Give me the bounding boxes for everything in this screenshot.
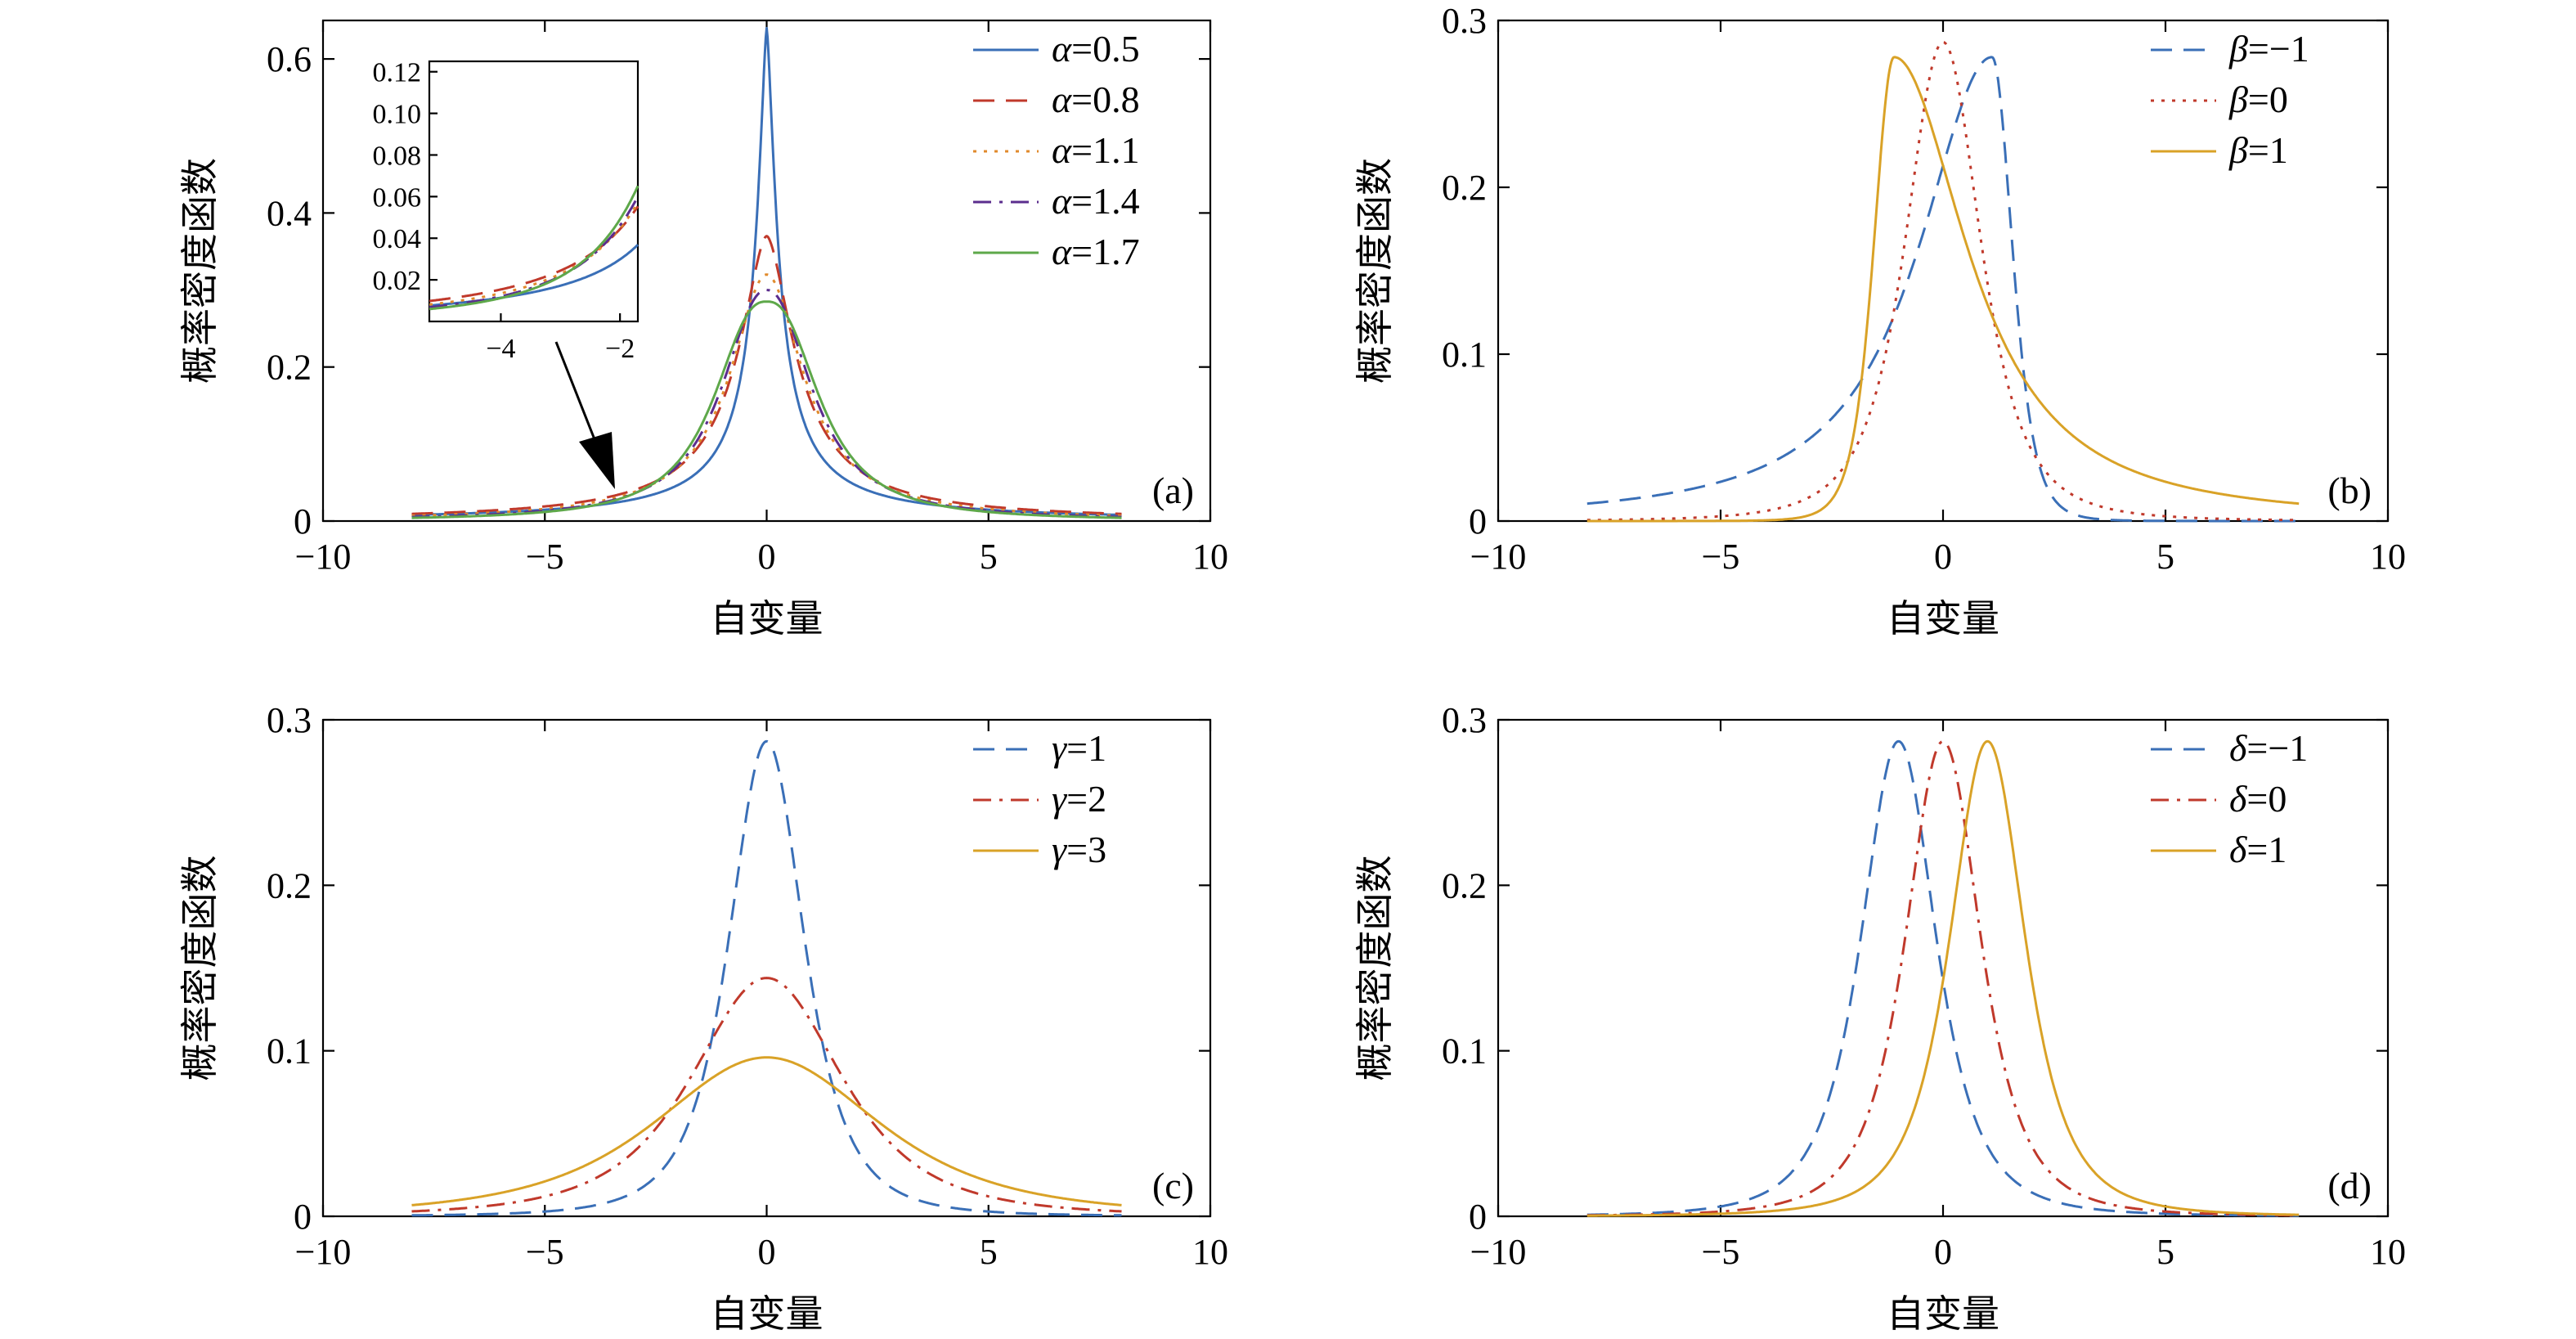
inset-y-tick-label: 0.08 [373, 141, 422, 171]
x-tick-label: −10 [1470, 537, 1527, 577]
y-tick-label: 0.3 [1442, 1, 1487, 41]
series-line-2 [411, 977, 1122, 1213]
series-line-4 [411, 289, 1122, 519]
legend-label: γ=3 [1052, 829, 1106, 870]
x-tick-label: 5 [980, 537, 998, 577]
series-line-2 [1586, 739, 2300, 1217]
inset-y-tick-label: 0.06 [373, 182, 422, 213]
y-tick-label: 0 [294, 1197, 312, 1237]
x-tick-label: 0 [758, 1232, 776, 1272]
inset-x-tick-label: −2 [605, 334, 635, 364]
y-tick-label: 0 [1469, 501, 1487, 541]
series-line-3 [1586, 739, 2300, 1217]
x-tick-label: −5 [526, 537, 564, 577]
y-tick-label: 0 [1469, 1197, 1487, 1237]
series-line-1 [411, 739, 1122, 1217]
x-tick-label: −10 [295, 1232, 352, 1272]
y-tick-label: 0 [294, 501, 312, 541]
inset-series-line-4 [429, 195, 640, 309]
x-tick-label: 10 [2370, 537, 2406, 577]
x-tick-label: 10 [1192, 1232, 1228, 1272]
y-tick-label: 0.2 [267, 348, 312, 388]
series-line-2 [411, 235, 1122, 515]
x-tick-label: 10 [1192, 537, 1228, 577]
y-tick-label: 0.2 [1442, 168, 1487, 208]
inset-series-line-3 [429, 202, 640, 306]
legend-label: α=1.7 [1052, 231, 1140, 272]
chart-panel-a: −10 −5 0 5 10 0 0.2 0.4 0.6 自变量 概率密度函数 α=0.5 α=0.8 α=… [177, 19, 1228, 640]
y-tick-label: 0.1 [1442, 335, 1487, 375]
y-tick-label: 0.6 [267, 39, 312, 79]
series-line-5 [411, 300, 1122, 519]
inset-series-line-2 [429, 205, 640, 303]
y-tick-label: 0.4 [267, 193, 312, 233]
legend-label: δ=0 [2229, 778, 2287, 820]
y-tick-label: 0.3 [1442, 700, 1487, 740]
series-line-3 [1586, 56, 2300, 523]
x-tick-label: −5 [1702, 1232, 1740, 1272]
series-line-1 [1586, 739, 2300, 1217]
y-tick-label: 0.1 [1442, 1031, 1487, 1072]
y-axis-label: 概率密度函数 [1353, 856, 1397, 1081]
x-tick-label: −10 [1470, 1232, 1527, 1272]
y-axis-label: 概率密度函数 [177, 158, 222, 384]
inset-x-tick-label: −4 [486, 334, 515, 364]
y-axis-label: 概率密度函数 [1353, 158, 1397, 384]
x-tick-label: −5 [1702, 537, 1740, 577]
inset-series-line-1 [429, 244, 640, 307]
x-axis-label: 自变量 [1887, 1292, 1999, 1336]
inset-y-tick-label: 0.10 [373, 100, 422, 130]
y-tick-label: 0.2 [267, 865, 312, 905]
chart-panel-b: −10 −5 0 5 10 0 0.1 0.2 0.3 自变量 概率密度函数 β=−1 β=0 β=1 (b… [1353, 1, 2406, 640]
inset-arrow-head [579, 432, 615, 489]
x-tick-label: 0 [1934, 1232, 1952, 1272]
inset-y-tick-label: 0.12 [373, 58, 422, 88]
series-line-3 [411, 1056, 1122, 1206]
x-tick-label: 5 [2156, 1232, 2174, 1272]
y-tick-label: 0.2 [1442, 865, 1487, 905]
legend-label: α=0.8 [1052, 79, 1140, 120]
x-axis-label: 自变量 [711, 1292, 824, 1336]
chart-panel-d: −10 −5 0 5 10 0 0.1 0.2 0.3 自变量 概率密度函数 δ=−1 δ=0 δ=1 (d… [1353, 700, 2406, 1336]
panel-tag: (d) [2327, 1165, 2372, 1206]
x-tick-label: −5 [526, 1232, 564, 1272]
legend-label: δ=−1 [2229, 727, 2308, 769]
legend-label: γ=2 [1052, 778, 1106, 820]
x-tick-label: 10 [2370, 1232, 2406, 1272]
panel-tag: (b) [2327, 470, 2372, 511]
series-line-3 [411, 273, 1122, 517]
x-axis-label: 自变量 [1887, 596, 1999, 640]
y-tick-label: 0.3 [267, 700, 312, 740]
legend-label: β=1 [2228, 129, 2288, 171]
x-tick-label: 5 [980, 1232, 998, 1272]
x-tick-label: 5 [2156, 537, 2174, 577]
series-line-2 [1586, 41, 2300, 522]
inset-y-tick-label: 0.02 [373, 266, 422, 296]
x-tick-label: 0 [1934, 537, 1952, 577]
panel-tag: (c) [1152, 1165, 1194, 1206]
series-line-1 [1586, 56, 2300, 523]
x-tick-label: 0 [758, 537, 776, 577]
y-tick-label: 0.1 [267, 1031, 312, 1072]
legend-label: γ=1 [1052, 727, 1106, 769]
inset-series-line-5 [429, 185, 640, 311]
legend-label: δ=1 [2229, 829, 2287, 870]
inset-frame [428, 60, 640, 323]
inset-y-tick-label: 0.04 [373, 224, 422, 254]
chart-panel-c: −10 −5 0 5 10 0 0.1 0.2 0.3 自变量 概率密度函数 γ=1 γ=2 γ=3 (c) [177, 700, 1228, 1336]
legend-label: β=−1 [2228, 28, 2309, 70]
x-tick-label: −10 [295, 537, 352, 577]
legend-label: α=1.1 [1052, 129, 1140, 171]
y-axis-label: 概率密度函数 [177, 856, 222, 1081]
panel-tag: (a) [1152, 470, 1194, 511]
x-axis-label: 自变量 [711, 596, 824, 640]
legend-label: β=0 [2228, 79, 2288, 120]
legend-label: α=0.5 [1052, 28, 1140, 70]
legend-label: α=1.4 [1052, 180, 1140, 222]
